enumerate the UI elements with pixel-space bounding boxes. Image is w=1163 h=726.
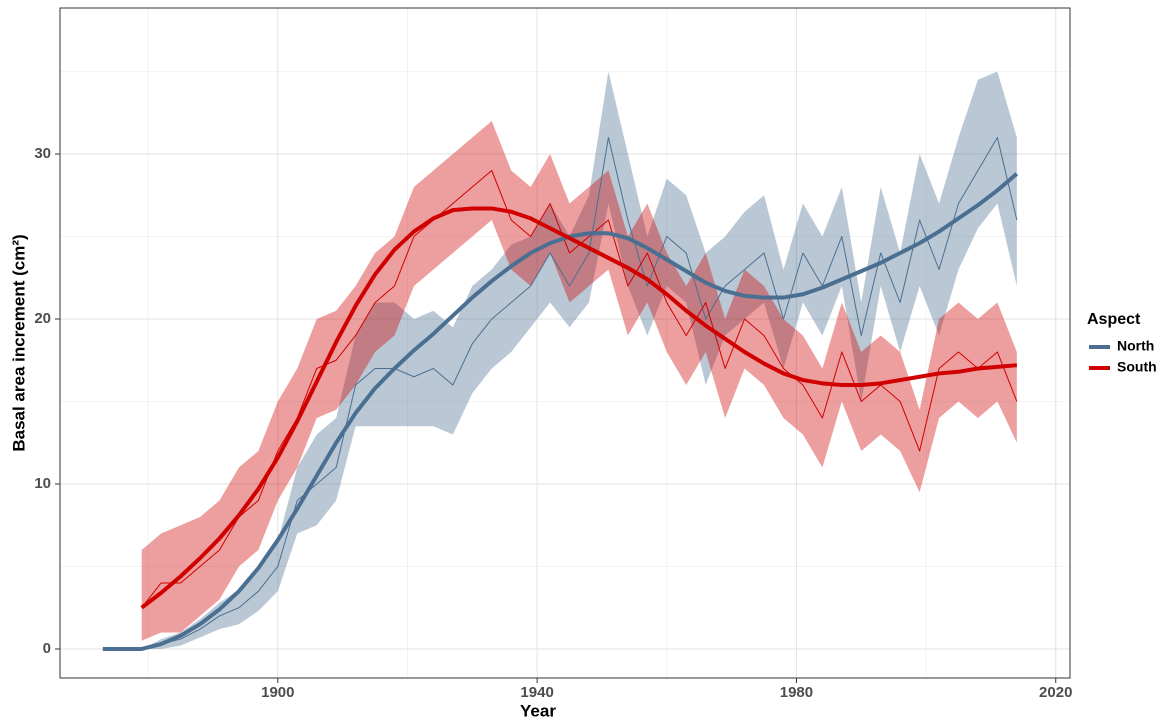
- y-tick-label: 30: [34, 145, 51, 162]
- y-axis-label: Basal area increment (cm²): [9, 234, 28, 451]
- x-tick-label: 1980: [780, 684, 813, 701]
- series-line: [102, 137, 1018, 650]
- legend-title: Aspect: [1087, 311, 1141, 328]
- fit-line: [102, 172, 1019, 651]
- y-tick-label: 20: [34, 310, 51, 327]
- ribbon: [102, 71, 1017, 649]
- legend-label: North: [1117, 338, 1154, 354]
- x-tick-label: 1900: [261, 684, 294, 701]
- x-tick-label: 2020: [1039, 684, 1072, 701]
- plot-border: [59, 7, 1071, 679]
- y-tick-label: 0: [43, 640, 51, 657]
- x-axis-label: Year: [520, 701, 556, 720]
- legend-label: South: [1117, 359, 1157, 375]
- x-tick-label: 1940: [520, 684, 553, 701]
- fit-line: [140, 206, 1018, 610]
- y-tick-label: 10: [34, 475, 51, 492]
